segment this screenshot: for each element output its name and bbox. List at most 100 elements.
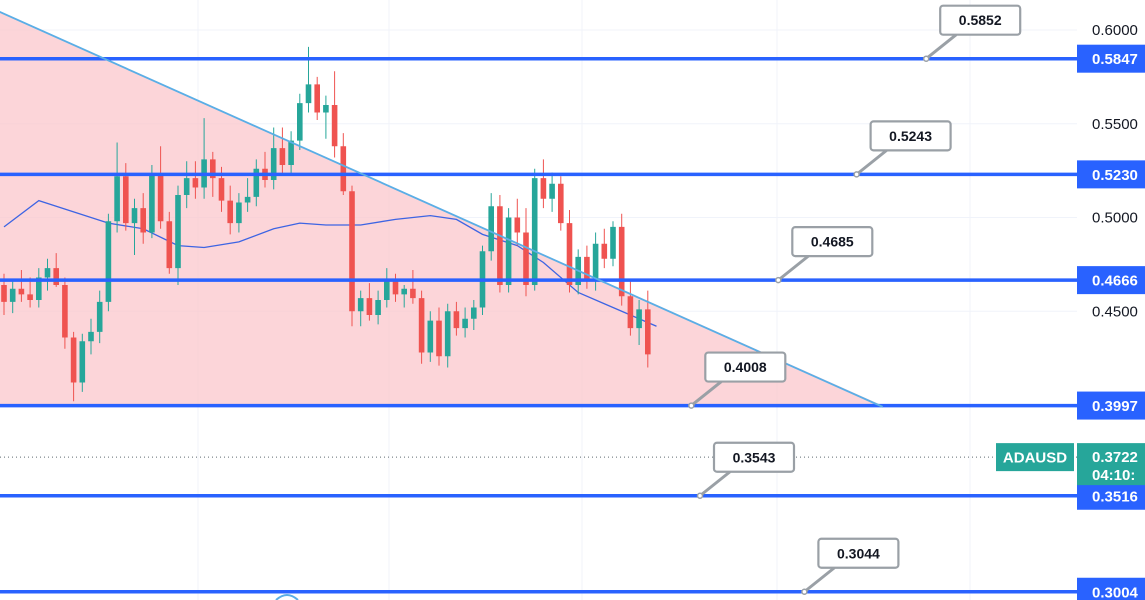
candle-body: [157, 174, 164, 222]
level-price-tag: [1077, 44, 1145, 73]
axis-tick-label: 0.6000: [1092, 22, 1138, 39]
level-price-label: 0.5847: [1092, 51, 1138, 68]
candle-body: [531, 178, 538, 285]
candle-body: [1, 285, 7, 302]
candle-body: [331, 105, 338, 147]
candle-body: [497, 206, 503, 285]
callout-box: [712, 441, 796, 473]
callout-anchor: [696, 492, 704, 499]
candle-body: [227, 200, 233, 224]
descending-trendline[interactable]: [0, 0, 884, 408]
callout-anchor: [775, 276, 782, 284]
callout-label: 0.5243: [889, 128, 932, 144]
candle-body: [610, 226, 616, 259]
candle-body: [584, 256, 590, 282]
candle-body: [123, 176, 129, 224]
candle-body: [140, 208, 146, 233]
candle-body: [149, 174, 155, 233]
price-callout[interactable]: 0.4685: [775, 226, 874, 284]
callout-pointer: [925, 33, 958, 60]
candle-body: [70, 337, 77, 383]
price-callout[interactable]: 0.5243: [853, 120, 952, 178]
level-price-label: 0.4666: [1092, 273, 1138, 290]
candle-body: [410, 288, 416, 299]
candle-body: [384, 281, 390, 300]
symbol-tag: [996, 443, 1074, 472]
candle-body: [175, 195, 181, 269]
candle-body: [427, 320, 434, 353]
level-price-label: 0.3516: [1092, 488, 1138, 505]
level-price-tag: [1077, 160, 1145, 189]
candle-body: [488, 206, 494, 252]
last-price-label: 0.3722: [1092, 449, 1138, 466]
candle-body: [444, 311, 451, 357]
candle-body: [505, 217, 512, 285]
price-callout[interactable]: 0.3543: [696, 441, 796, 499]
candle-body: [357, 298, 364, 312]
callout-label: 0.4008: [724, 359, 767, 375]
price-callout[interactable]: 0.5852: [922, 4, 1022, 62]
candle-body: [131, 208, 138, 224]
candle-body: [645, 309, 651, 355]
last-price-tag: [1077, 443, 1145, 486]
price-axis-background: [1077, 0, 1145, 600]
candle-body: [523, 232, 529, 285]
candle-body: [392, 281, 399, 295]
price-callouts[interactable]: 0.5852 0.5243 0.4685 0.4008 0.3543 0.3044: [688, 4, 1022, 595]
candle-body: [323, 105, 329, 113]
candle-body: [244, 196, 251, 203]
candle-body: [314, 84, 320, 113]
axis-tick-label: 0.4500: [1092, 303, 1138, 320]
callout-label: 0.5852: [959, 12, 1002, 28]
candle-body: [288, 140, 294, 165]
callout-label: 0.4685: [811, 234, 854, 250]
countdown-label: 04:10:: [1092, 467, 1135, 484]
candle-body: [592, 243, 599, 282]
candle-body: [471, 307, 477, 319]
candle-body: [18, 288, 25, 295]
candle-body: [436, 320, 442, 357]
callout-box: [939, 4, 1022, 36]
candle-body: [236, 202, 242, 224]
candle-body: [453, 311, 460, 329]
price-callout[interactable]: 0.4008: [688, 351, 787, 409]
candle-body: [183, 178, 190, 195]
candle-body: [549, 183, 555, 199]
candle-body: [627, 296, 634, 329]
candle-body: [88, 331, 94, 342]
support-resistance-levels[interactable]: [0, 56, 1077, 594]
candle-body: [36, 277, 42, 300]
candle-body: [210, 159, 216, 179]
axis-tick-label: 0.5500: [1092, 116, 1138, 133]
candle-body: [27, 294, 33, 300]
price-callout[interactable]: 0.3044: [801, 537, 900, 595]
candle-body: [601, 243, 608, 259]
candle-body: [297, 103, 303, 141]
callout-box: [704, 351, 787, 383]
callout-anchor: [801, 588, 808, 595]
candle-body: [305, 84, 312, 104]
candle-body: [166, 221, 173, 269]
descending-triangle-zone: [0, 0, 883, 406]
callout-anchor: [853, 171, 860, 178]
callout-label: 0.3044: [837, 545, 880, 561]
symbol-label: ADAUSD: [1003, 450, 1067, 467]
candle-body: [44, 268, 51, 278]
candle-body: [558, 183, 564, 224]
callout-label: 0.3543: [733, 449, 776, 465]
candle-body: [279, 148, 286, 165]
candle-body: [253, 168, 260, 197]
candle-body: [62, 285, 68, 338]
candle-body: [418, 298, 425, 353]
callout-anchor: [688, 402, 695, 409]
level-price-tag: [1077, 266, 1145, 295]
price-axis[interactable]: 0.60000.55000.50000.45000.02000.58470.52…: [1077, 0, 1145, 600]
callout-box: [817, 537, 900, 569]
candle-body: [514, 217, 521, 233]
level-price-label: 0.5230: [1092, 167, 1138, 184]
candle-body: [53, 268, 59, 285]
callout-pointer: [855, 149, 888, 176]
level-price-tag: [1077, 391, 1145, 420]
level-price-label: 0.3004: [1092, 584, 1139, 600]
